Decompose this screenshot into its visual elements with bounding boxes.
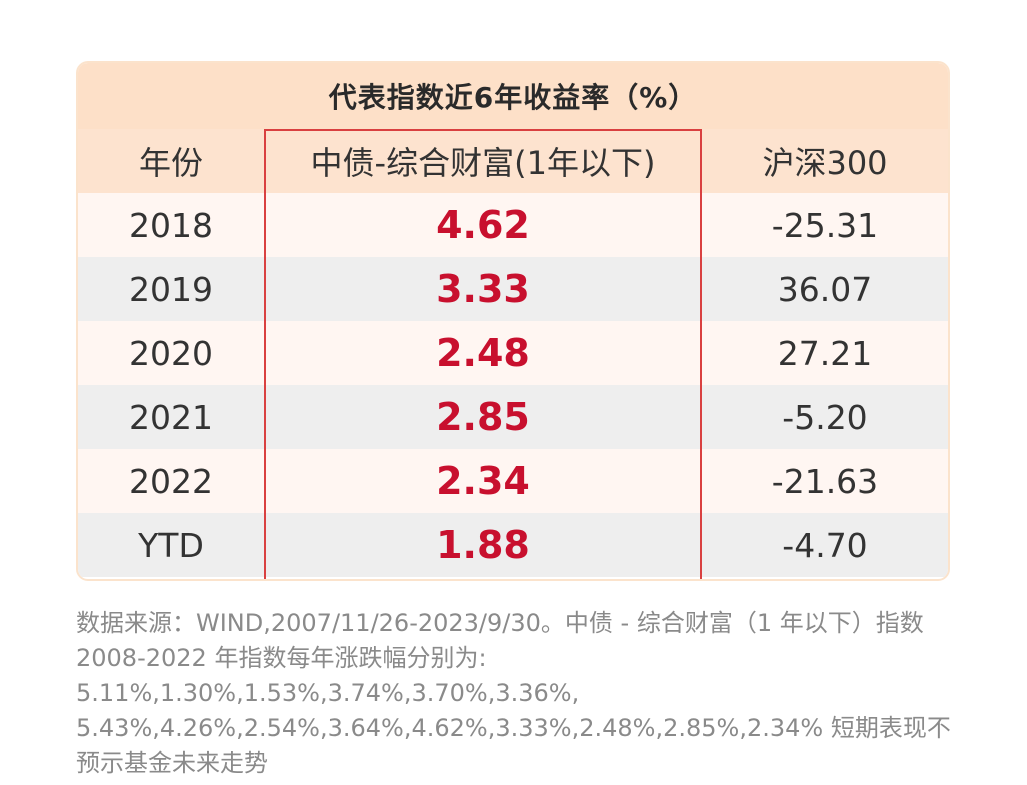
table-row: 2021 2.85 -5.20 bbox=[78, 385, 948, 449]
csi300-return-cell: -4.70 bbox=[782, 525, 868, 565]
csi300-return-cell: -5.20 bbox=[782, 397, 868, 437]
year-cell: 2022 bbox=[129, 461, 213, 501]
year-cell: 2018 bbox=[129, 205, 213, 245]
table-row: 2018 4.62 -25.31 bbox=[78, 193, 948, 257]
csi300-return-cell: -21.63 bbox=[771, 461, 879, 501]
year-cell: 2021 bbox=[129, 397, 213, 437]
bond-return-cell: 2.85 bbox=[436, 395, 530, 439]
year-cell: 2019 bbox=[129, 269, 213, 309]
bond-return-cell: 2.34 bbox=[436, 459, 530, 503]
year-cell: YTD bbox=[138, 525, 204, 565]
footnote: 数据来源：WIND,2007/11/26-2023/9/30。中债 - 综合财富… bbox=[76, 609, 951, 777]
bond-return-cell: 4.62 bbox=[436, 203, 530, 247]
table-title: 代表指数近6年收益率（%） bbox=[78, 63, 948, 129]
table-row: 2022 2.34 -21.63 bbox=[78, 449, 948, 513]
returns-table: 代表指数近6年收益率（%） 年份 中债-综合财富(1年以下) 沪深300 201… bbox=[76, 61, 950, 581]
bond-return-cell: 3.33 bbox=[436, 267, 530, 311]
header-row: 年份 中债-综合财富(1年以下) 沪深300 bbox=[78, 129, 948, 193]
table-row: YTD 1.88 -4.70 bbox=[78, 513, 948, 577]
csi300-return-cell: -25.31 bbox=[771, 205, 879, 245]
header-csi300: 沪深300 bbox=[762, 144, 888, 182]
csi300-return-cell: 36.07 bbox=[777, 269, 873, 309]
bond-return-cell: 1.88 bbox=[436, 523, 530, 567]
table-row: 2020 2.48 27.21 bbox=[78, 321, 948, 385]
year-cell: 2020 bbox=[129, 333, 213, 373]
header-year: 年份 bbox=[138, 144, 203, 182]
table-row: 2019 3.33 36.07 bbox=[78, 257, 948, 321]
bond-return-cell: 2.48 bbox=[436, 331, 530, 375]
csi300-return-cell: 27.21 bbox=[777, 333, 873, 373]
header-bond-index: 中债-综合财富(1年以下) bbox=[310, 144, 656, 182]
